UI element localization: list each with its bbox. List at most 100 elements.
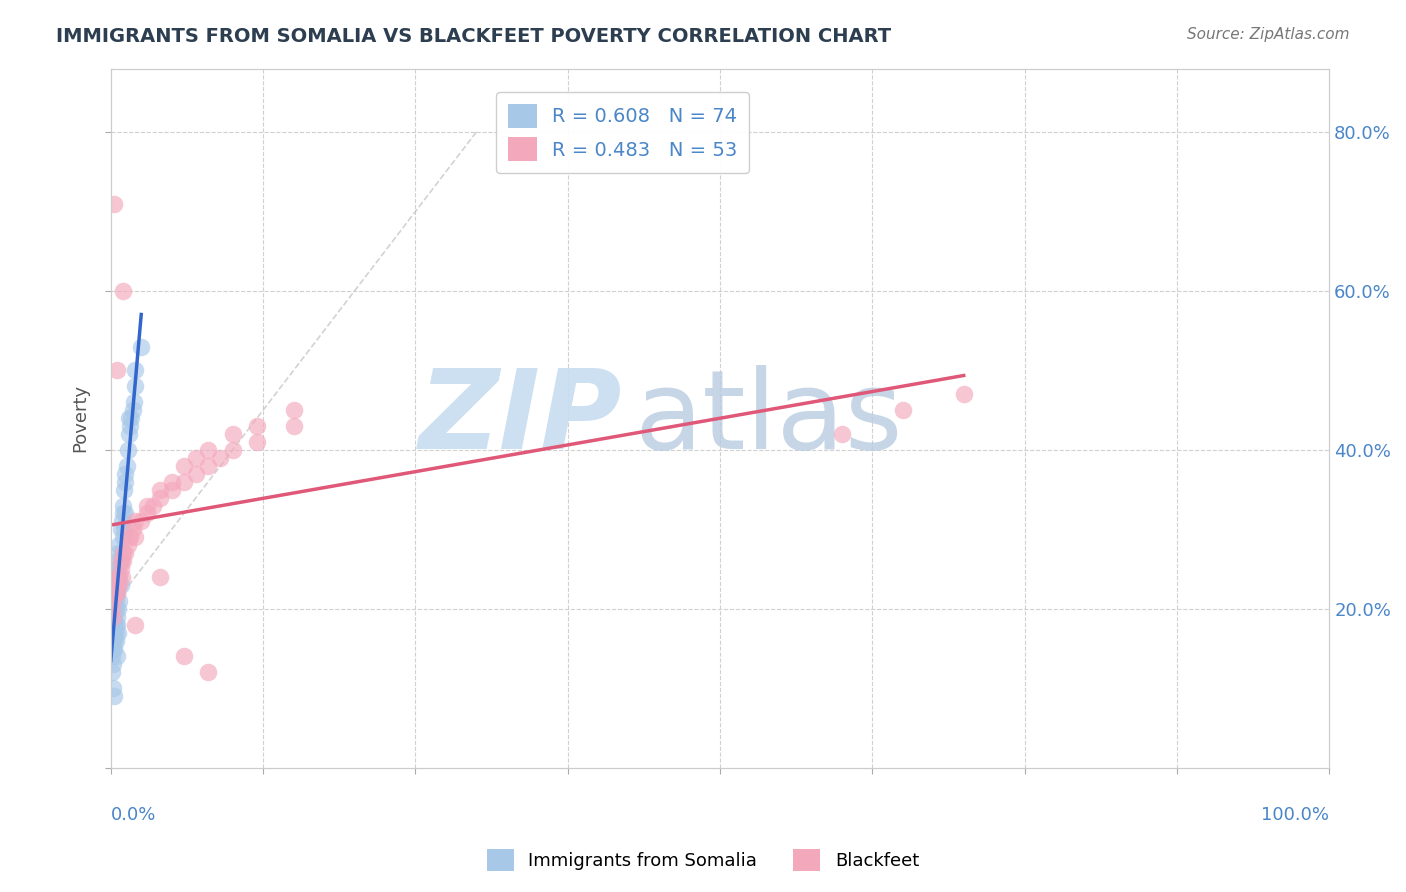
- Point: [104, 586, 127, 600]
- Point: [107, 562, 129, 576]
- Point: [105, 617, 128, 632]
- Point: [120, 419, 142, 434]
- Point: [101, 586, 124, 600]
- Point: [114, 467, 136, 481]
- Point: [111, 284, 134, 298]
- Point: [117, 442, 139, 457]
- Point: [952, 387, 974, 401]
- Point: [129, 340, 152, 354]
- Point: [136, 499, 159, 513]
- Point: [173, 649, 195, 664]
- Point: [103, 570, 125, 584]
- Point: [104, 562, 127, 576]
- Point: [103, 617, 125, 632]
- Point: [246, 419, 269, 434]
- Text: atlas: atlas: [634, 365, 903, 472]
- Point: [103, 609, 125, 624]
- Point: [114, 546, 136, 560]
- Point: [120, 530, 142, 544]
- Point: [118, 411, 141, 425]
- Point: [160, 475, 183, 489]
- Point: [197, 458, 219, 473]
- Point: [118, 427, 141, 442]
- Point: [105, 649, 128, 664]
- Point: [103, 602, 125, 616]
- Point: [197, 665, 219, 680]
- Point: [103, 641, 125, 656]
- Point: [104, 633, 127, 648]
- Point: [107, 570, 129, 584]
- Point: [148, 491, 170, 505]
- Point: [142, 499, 165, 513]
- Point: [108, 570, 131, 584]
- Point: [184, 450, 207, 465]
- Point: [103, 641, 125, 656]
- Point: [124, 530, 146, 544]
- Point: [103, 657, 125, 672]
- Point: [104, 625, 127, 640]
- Legend: R = 0.608   N = 74, R = 0.483   N = 53: R = 0.608 N = 74, R = 0.483 N = 53: [496, 92, 749, 173]
- Point: [104, 586, 127, 600]
- Point: [124, 617, 146, 632]
- Point: [103, 578, 125, 592]
- Point: [108, 538, 131, 552]
- Point: [246, 434, 269, 449]
- Point: [124, 515, 146, 529]
- Y-axis label: Poverty: Poverty: [72, 384, 89, 452]
- Point: [103, 594, 125, 608]
- Point: [114, 475, 136, 489]
- Point: [104, 578, 127, 592]
- Legend: Immigrants from Somalia, Blackfeet: Immigrants from Somalia, Blackfeet: [479, 842, 927, 879]
- Text: ZIP: ZIP: [419, 365, 623, 472]
- Point: [124, 379, 146, 393]
- Point: [209, 450, 232, 465]
- Point: [108, 578, 131, 592]
- Point: [112, 522, 135, 536]
- Point: [107, 546, 129, 560]
- Point: [831, 427, 853, 442]
- Point: [117, 538, 139, 552]
- Point: [105, 586, 128, 600]
- Point: [103, 609, 125, 624]
- Point: [101, 633, 124, 648]
- Point: [891, 403, 914, 417]
- Point: [105, 554, 128, 568]
- Point: [173, 475, 195, 489]
- Point: [121, 522, 143, 536]
- Point: [103, 681, 125, 696]
- Point: [110, 554, 132, 568]
- Point: [148, 483, 170, 497]
- Point: [103, 617, 125, 632]
- Point: [105, 609, 128, 624]
- Point: [103, 586, 125, 600]
- Point: [197, 442, 219, 457]
- Point: [114, 507, 136, 521]
- Point: [160, 483, 183, 497]
- Point: [184, 467, 207, 481]
- Text: IMMIGRANTS FROM SOMALIA VS BLACKFEET POVERTY CORRELATION CHART: IMMIGRANTS FROM SOMALIA VS BLACKFEET POV…: [56, 27, 891, 45]
- Point: [121, 411, 143, 425]
- Point: [101, 649, 124, 664]
- Point: [121, 403, 143, 417]
- Point: [101, 602, 124, 616]
- Point: [118, 530, 141, 544]
- Point: [129, 515, 152, 529]
- Point: [103, 196, 125, 211]
- Point: [173, 458, 195, 473]
- Point: [124, 363, 146, 377]
- Point: [221, 442, 243, 457]
- Point: [111, 499, 134, 513]
- Point: [136, 507, 159, 521]
- Point: [115, 458, 138, 473]
- Point: [104, 617, 127, 632]
- Point: [103, 609, 125, 624]
- Point: [111, 546, 134, 560]
- Point: [103, 594, 125, 608]
- Point: [111, 546, 134, 560]
- Point: [111, 515, 134, 529]
- Point: [103, 586, 125, 600]
- Point: [101, 617, 124, 632]
- Point: [148, 570, 170, 584]
- Point: [101, 602, 124, 616]
- Point: [110, 554, 132, 568]
